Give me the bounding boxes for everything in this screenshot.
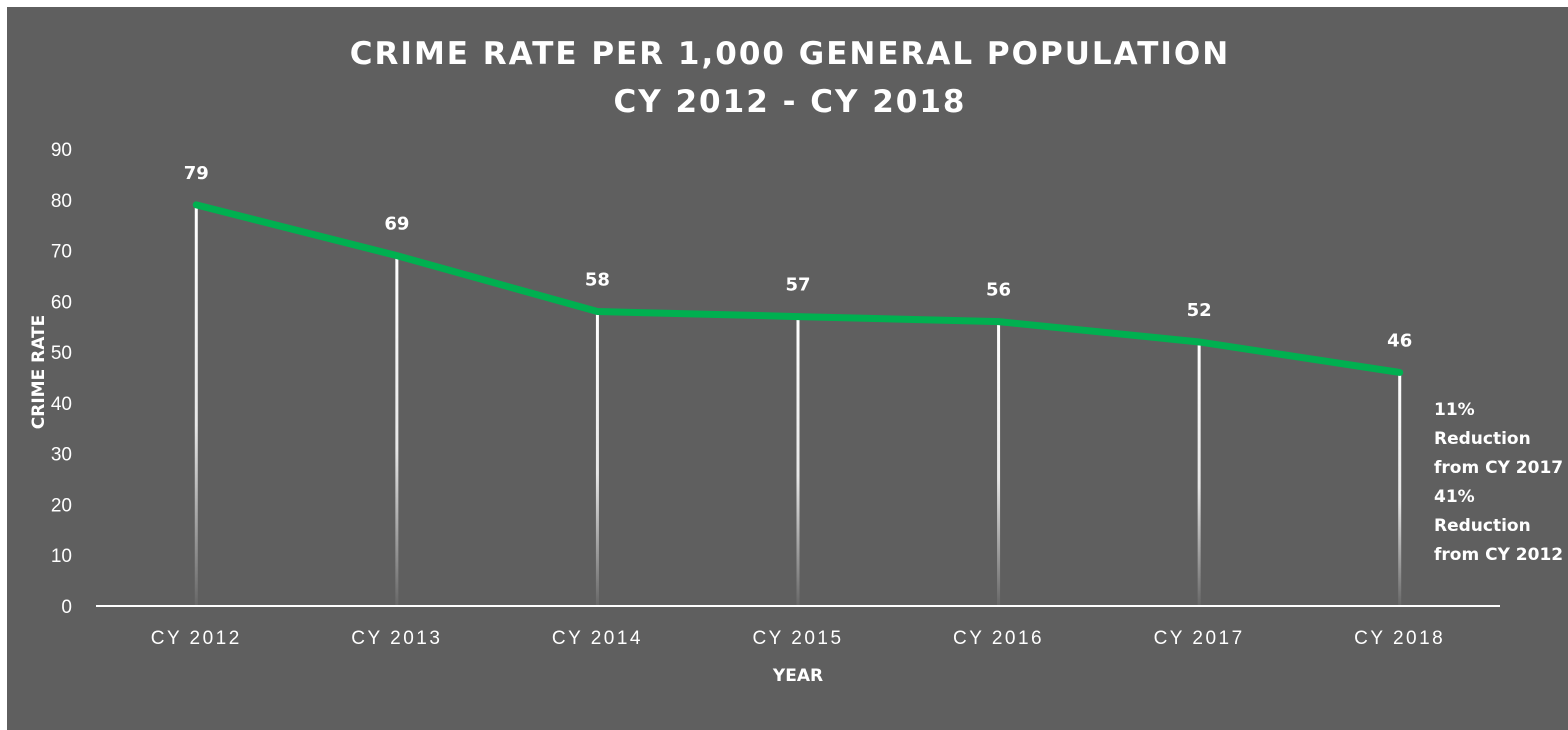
y-tick-label: 30: [51, 445, 72, 466]
x-tick-label: CY 2016: [953, 628, 1044, 649]
annotation-line: 11%: [1434, 400, 1475, 420]
y-tick-label: 90: [51, 140, 72, 161]
y-tick-label: 10: [51, 546, 72, 567]
y-tick-label: 60: [51, 292, 72, 313]
drop-line: [997, 321, 1001, 606]
x-tick-label: CY 2017: [1154, 628, 1245, 649]
annotation-line: Reduction: [1434, 516, 1531, 536]
y-tick-label: 0: [61, 597, 72, 618]
y-tick-label: 70: [51, 242, 72, 263]
drop-line: [194, 204, 198, 606]
data-label: 79: [184, 163, 209, 184]
drop-line: [395, 255, 399, 606]
drop-line: [796, 316, 800, 606]
data-label: 57: [785, 275, 810, 296]
x-tick-label: CY 2014: [552, 628, 643, 649]
data-label: 46: [1387, 330, 1412, 351]
drop-line: [1197, 341, 1201, 606]
drop-line: [595, 311, 599, 606]
y-tick-label: 40: [51, 394, 72, 415]
data-label: 56: [986, 280, 1011, 301]
x-axis-label: YEAR: [772, 666, 823, 686]
series-line: [192, 201, 1404, 376]
y-tick-label: 50: [51, 343, 72, 364]
chart-area: [7, 7, 1568, 730]
annotation-line: 41%: [1434, 487, 1475, 507]
y-tick-label: 80: [51, 191, 72, 212]
chart-title-line-1: CRIME RATE PER 1,000 GENERAL POPULATION: [350, 36, 1230, 72]
y-axis-label: CRIME RATE: [29, 315, 49, 429]
x-tick-label: CY 2015: [752, 628, 843, 649]
drop-line: [1398, 372, 1402, 606]
reduction-annotation: 11% Reduction from CY 2017 41% Reduction from…: [1434, 400, 1563, 565]
y-tick-label: 20: [51, 495, 72, 516]
data-label: 58: [585, 269, 610, 290]
annotation-line: Reduction: [1434, 429, 1531, 449]
chart-title-line-2: CY 2012 - CY 2018: [614, 84, 967, 120]
x-tick-label: CY 2018: [1354, 628, 1445, 649]
data-label: 69: [384, 214, 409, 235]
data-label: 52: [1187, 300, 1212, 321]
annotation-line: from CY 2012: [1434, 545, 1563, 565]
x-tick-label: CY 2012: [151, 628, 242, 649]
annotation-line: from CY 2017: [1434, 458, 1563, 478]
x-tick-label: CY 2013: [351, 628, 442, 649]
